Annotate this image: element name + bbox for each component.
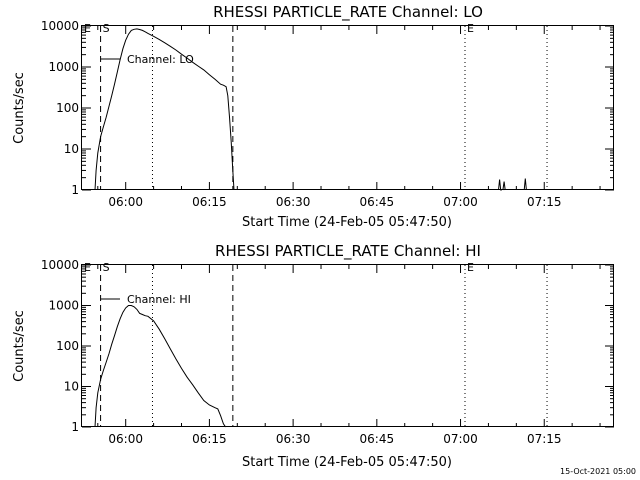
x-tick-label: 07:15 <box>527 195 562 209</box>
legend: Channel: HI <box>101 293 191 306</box>
legend: Channel: LO <box>101 53 194 66</box>
data-series <box>94 305 227 428</box>
chart-panel-hi: RHESSI PARTICLE_RATE Channel: HI 1101001… <box>12 242 614 470</box>
x-tick-label: 06:00 <box>108 432 143 446</box>
y-tick-label: 100 <box>56 339 79 353</box>
y-axis-label: Counts/sec <box>12 72 27 144</box>
chart-title: RHESSI PARTICLE_RATE Channel: HI <box>215 242 481 261</box>
y-tick-label: 1 <box>71 183 79 197</box>
x-tick-label: 07:15 <box>527 432 562 446</box>
y-axis: 1 10 100 1000 10000 <box>41 258 614 434</box>
series-line <box>94 28 235 191</box>
legend-label: Channel: LO <box>127 53 194 66</box>
legend-label: Channel: HI <box>127 293 191 306</box>
y-tick-label: 10000 <box>41 258 79 272</box>
chart-title: RHESSI PARTICLE_RATE Channel: LO <box>213 3 483 22</box>
y-tick-label: 10 <box>64 142 79 156</box>
y-tick-label: 10 <box>64 380 79 394</box>
x-tick-label: 06:45 <box>360 432 395 446</box>
x-tick-label: 06:30 <box>276 432 311 446</box>
y-tick-label: 10000 <box>41 19 79 33</box>
x-tick-label: 06:15 <box>192 195 227 209</box>
y-tick-label: 100 <box>56 101 79 115</box>
x-axis: 06:00 06:15 06:30 06:45 07:00 07:15 <box>97 265 601 446</box>
event-marker-label: E <box>84 22 91 35</box>
x-axis: 06:00 06:15 06:30 06:45 07:00 07:15 <box>97 26 601 209</box>
y-tick-label: 1000 <box>48 299 79 313</box>
x-tick-label: 07:00 <box>443 195 478 209</box>
series-line <box>523 178 527 191</box>
event-marker-label: E <box>467 261 474 274</box>
x-tick-label: 06:00 <box>108 195 143 209</box>
chart-panel-lo: RHESSI PARTICLE_RATE Channel: LO 1101001… <box>12 3 614 230</box>
series-line <box>498 179 502 191</box>
y-axis: 1 10 100 1000 10000 <box>41 19 614 197</box>
event-marker-label: S <box>103 22 110 35</box>
event-marker-label: E <box>84 261 91 274</box>
y-tick-label: 1000 <box>48 60 79 74</box>
event-marker-label: S <box>103 261 110 274</box>
x-tick-label: 07:00 <box>443 432 478 446</box>
x-tick-label: 06:15 <box>192 432 227 446</box>
series-line <box>94 305 227 428</box>
x-tick-label: 06:30 <box>276 195 311 209</box>
generation-timestamp: 15-Oct-2021 05:00 <box>560 467 636 476</box>
x-axis-label: Start Time (24-Feb-05 05:47:50) <box>242 215 452 230</box>
data-series <box>94 28 527 191</box>
x-axis-label: Start Time (24-Feb-05 05:47:50) <box>242 455 452 470</box>
x-tick-label: 06:45 <box>360 195 395 209</box>
y-axis-label: Counts/sec <box>12 310 27 382</box>
series-line <box>502 181 506 191</box>
event-marker-label: E <box>467 22 474 35</box>
y-tick-label: 1 <box>71 420 79 434</box>
